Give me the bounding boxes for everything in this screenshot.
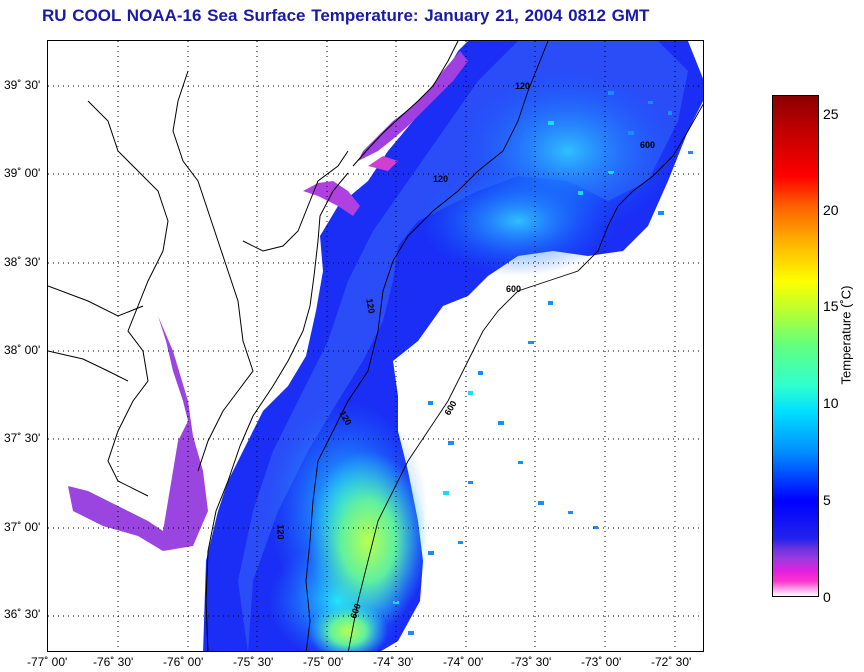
coastline xyxy=(48,41,459,651)
isobath-lines xyxy=(305,41,703,651)
lon-label: -75˚ 30' xyxy=(233,655,274,669)
isobath-label: 600 xyxy=(640,140,656,150)
lon-label: -77˚ 00' xyxy=(27,655,68,669)
lon-label: -74˚ 00' xyxy=(443,655,484,669)
lat-label: 38˚ 30' xyxy=(4,255,41,269)
map-title: RU COOL NOAA-16 Sea Surface Temperature:… xyxy=(42,6,650,25)
lon-label: -75˚ 00' xyxy=(303,655,344,669)
colorbar-tick: 0 xyxy=(823,589,831,605)
lat-label: 37˚ 30' xyxy=(4,431,41,445)
lon-label: -73˚ 00' xyxy=(581,655,622,669)
lon-label: -76˚ 00' xyxy=(163,655,204,669)
colorbar-tick: 25 xyxy=(823,106,839,122)
colorbar-tick: 5 xyxy=(823,492,831,508)
lat-label: 36˚ 30' xyxy=(4,607,41,621)
lon-label: -76˚ 30' xyxy=(93,655,134,669)
isobath-label: 600 xyxy=(506,284,522,294)
lon-label: -72˚ 30' xyxy=(651,655,692,669)
colorbar-label: Temperature (˚C) xyxy=(838,285,854,385)
graticule xyxy=(48,41,703,651)
sst-map-canvas xyxy=(48,41,703,651)
lon-label: -73˚ 30' xyxy=(511,655,552,669)
colorbar-tick: 20 xyxy=(823,202,839,218)
chesapeake-bay xyxy=(68,301,208,551)
lat-label: 37˚ 00' xyxy=(4,520,41,534)
cloud-noise-pixels xyxy=(408,91,693,635)
temperature-colorbar xyxy=(772,95,819,597)
lon-label: -74˚ 30' xyxy=(373,655,414,669)
delaware-bay xyxy=(303,181,360,216)
colorbar-tick: 10 xyxy=(823,395,839,411)
lat-label: 38˚ 00' xyxy=(4,343,41,357)
lat-label: 39˚ 30' xyxy=(4,78,41,92)
colorbar-tick: 15 xyxy=(823,298,839,314)
isobath-label: 120 xyxy=(433,174,449,184)
isobath-label: 120 xyxy=(515,81,531,91)
lat-label: 39˚ 00' xyxy=(4,166,41,180)
land-mass xyxy=(48,41,373,651)
sst-map[interactable]: 120 120 120 120 120 600 600 600 600 xyxy=(47,40,704,652)
